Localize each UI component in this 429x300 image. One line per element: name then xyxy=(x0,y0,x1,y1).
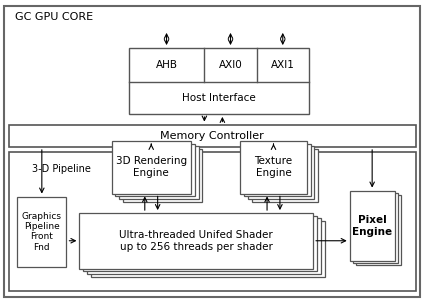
Bar xyxy=(129,48,309,114)
Text: 3D Rendering
Engine: 3D Rendering Engine xyxy=(116,156,187,178)
Bar xyxy=(248,146,314,199)
Text: Ultra-threaded Unifed Shader
up to 256 threads per shader: Ultra-threaded Unifed Shader up to 256 t… xyxy=(119,230,273,251)
Text: 3-D Pipeline: 3-D Pipeline xyxy=(32,164,91,173)
Text: AXI1: AXI1 xyxy=(271,60,295,70)
Bar xyxy=(9,124,416,147)
Bar xyxy=(91,221,325,277)
Bar xyxy=(244,144,311,196)
Bar xyxy=(240,141,307,194)
Text: AXI0: AXI0 xyxy=(219,60,242,70)
Bar xyxy=(79,213,313,268)
Bar xyxy=(115,144,195,196)
Bar xyxy=(83,216,317,271)
Bar xyxy=(112,141,191,194)
Bar xyxy=(353,193,398,263)
Text: GC GPU CORE: GC GPU CORE xyxy=(15,11,93,22)
Bar xyxy=(119,146,199,199)
Text: Pixel
Engine: Pixel Engine xyxy=(352,215,392,236)
Text: AHB: AHB xyxy=(156,60,178,70)
Bar xyxy=(17,196,66,267)
Bar xyxy=(252,149,318,202)
Text: Graphics
Pipeline
Front
Fnd: Graphics Pipeline Front Fnd xyxy=(22,212,62,252)
Text: Texture
Engine: Texture Engine xyxy=(254,156,293,178)
Bar xyxy=(350,190,395,261)
Bar xyxy=(356,195,401,265)
Text: Memory Controller: Memory Controller xyxy=(160,131,264,141)
Bar xyxy=(9,152,416,291)
Bar xyxy=(123,149,202,202)
Text: Host Interface: Host Interface xyxy=(182,93,256,103)
Bar xyxy=(87,218,321,274)
